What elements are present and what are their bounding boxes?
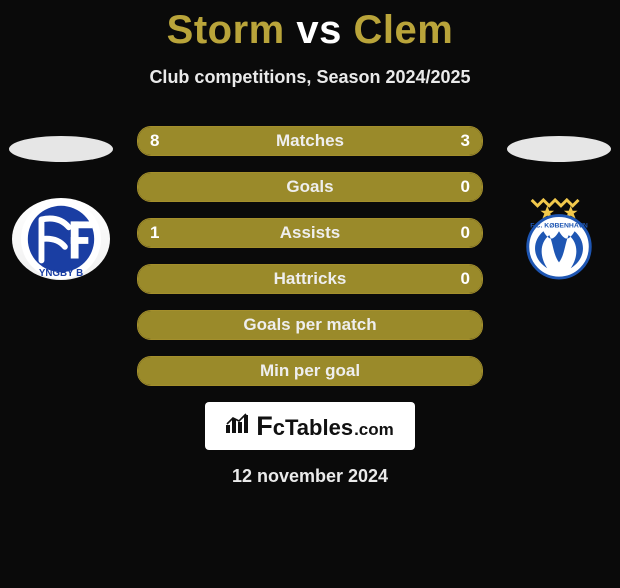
stat-rows: Matches83Goals0Assists10Hattricks0Goals … (137, 126, 483, 386)
stat-label: Hattricks (138, 265, 482, 293)
stat-value-left: 8 (150, 127, 159, 155)
player2-name: Clem (354, 8, 454, 52)
stat-label: Matches (138, 127, 482, 155)
player1-name: Storm (167, 8, 285, 52)
stat-row: Hattricks0 (137, 264, 483, 294)
date-text: 12 november 2024 (0, 466, 620, 487)
stat-row: Matches8 3 (137, 126, 483, 156)
stat-value-right: 0 (461, 173, 470, 201)
stat-value-left: 1 (150, 219, 159, 247)
stat-label: Goals (138, 173, 482, 201)
stats-block: Matches83Goals0Assists10Hattricks0Goals … (0, 126, 620, 487)
brand-text: FcTables.com (256, 411, 394, 442)
stat-value-right: 0 (461, 265, 470, 293)
brand-suffix: .com (354, 420, 394, 440)
stat-label: Goals per match (138, 311, 482, 339)
brand-cap: F (256, 411, 273, 442)
stat-value-right: 3 (461, 127, 470, 155)
stat-row: Goals per match (137, 310, 483, 340)
stat-label: Assists (138, 219, 482, 247)
stat-row: Assists1 0 (137, 218, 483, 248)
page-title: Storm vs Clem (0, 8, 620, 53)
vs-text: vs (296, 8, 342, 52)
stat-value-right: 0 (461, 219, 470, 247)
subtitle: Club competitions, Season 2024/2025 (0, 67, 620, 88)
bars-icon (226, 413, 250, 439)
brand-name-rest: cTables (273, 415, 353, 441)
stat-label: Min per goal (138, 357, 482, 385)
stat-row: Goals0 (137, 172, 483, 202)
stat-row: Min per goal (137, 356, 483, 386)
brand-box: FcTables.com (205, 402, 415, 450)
